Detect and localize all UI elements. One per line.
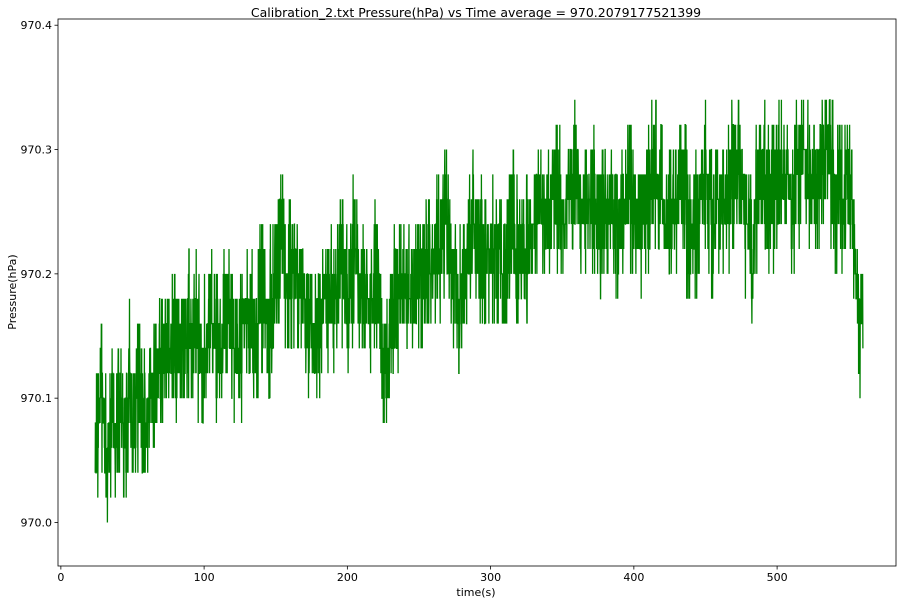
series-layer: [94, 99, 864, 523]
y-axis-title: Pressure(hPa): [6, 254, 19, 329]
y-tick-label: 970.2: [21, 268, 53, 281]
x-tick-label: 400: [623, 571, 644, 584]
x-tick-label: 200: [337, 571, 358, 584]
y-tick-label: 970.1: [21, 392, 53, 405]
y-axis: 970.0 970.1 970.2 970.3 970.4: [21, 19, 58, 529]
y-tick-label: 970.0: [21, 516, 53, 529]
x-tick-label: 100: [194, 571, 215, 584]
x-tick-label: 300: [480, 571, 501, 584]
x-axis-title: time(s): [456, 586, 495, 599]
chart-title: Calibration_2.txt Pressure(hPa) vs Time …: [251, 5, 701, 20]
x-tick-label: 500: [767, 571, 788, 584]
x-tick-label: 0: [57, 571, 64, 584]
plot-frame: [57, 18, 897, 567]
y-tick-label: 970.3: [21, 144, 53, 157]
y-tick-label: 970.4: [21, 19, 53, 32]
x-axis: 0 100 200 300 400 500: [57, 566, 788, 584]
pressure-series-line: [94, 99, 864, 523]
